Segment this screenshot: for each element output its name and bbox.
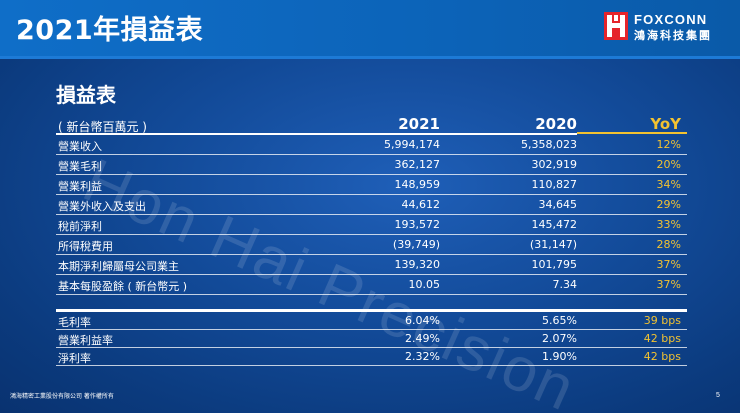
- logo-brand-en: FOXCONN: [634, 12, 708, 27]
- row-label: 營業利益率: [58, 334, 113, 347]
- slide-title: 2021年損益表: [16, 15, 204, 46]
- row-label: 基本每股盈餘 ( 新台幣元 ): [58, 280, 188, 293]
- value-2021: 362,127: [394, 158, 441, 171]
- value-2021: 5,994,174: [384, 138, 440, 151]
- footer-copyright: 鴻海精密工業股份有限公司 著作權所有: [10, 393, 114, 400]
- table-row: 毛利率 6.04% 5.65% 39 bps: [56, 312, 687, 330]
- row-label: 毛利率: [58, 316, 91, 329]
- row-label: 稅前淨利: [58, 220, 102, 233]
- table-row: 營業利益 148,959 110,827 34%: [56, 175, 687, 195]
- row-label: 營業收入: [58, 140, 102, 153]
- value-2020: 5.65%: [542, 314, 577, 327]
- value-2021: 2.32%: [405, 350, 440, 363]
- value-2020: 110,827: [531, 178, 578, 191]
- page-number: 5: [716, 392, 720, 399]
- section-gap: [56, 295, 687, 309]
- column-header-2020: 2020: [535, 115, 577, 133]
- yoy-header-underline: [577, 132, 687, 134]
- section-title: 損益表: [56, 83, 116, 107]
- value-2020: 5,358,023: [521, 138, 577, 151]
- title-divider: [0, 56, 740, 59]
- row-label: 營業外收入及支出: [58, 200, 146, 213]
- value-yoy: 12%: [656, 138, 681, 151]
- value-yoy: 37%: [656, 278, 681, 291]
- value-yoy: 28%: [656, 238, 681, 251]
- value-2021: 6.04%: [405, 314, 440, 327]
- value-2020: 302,919: [531, 158, 578, 171]
- value-2021: 139,320: [394, 258, 441, 271]
- value-yoy: 42 bps: [643, 332, 681, 345]
- value-2020: 145,472: [531, 218, 578, 231]
- value-2020: 101,795: [531, 258, 578, 271]
- table-row: 稅前淨利 193,572 145,472 33%: [56, 215, 687, 235]
- foxconn-logo: FOXCONN 鴻海科技集團: [604, 12, 728, 42]
- value-2020: (31,147): [529, 238, 577, 251]
- table-row: 本期淨利歸屬母公司業主 139,320 101,795 37%: [56, 255, 687, 275]
- value-yoy: 39 bps: [643, 314, 681, 327]
- income-statement-table: ( 新台幣百萬元 ) 2021 2020 YoY 營業收入 5,994,174 …: [56, 113, 687, 366]
- row-label: 本期淨利歸屬母公司業主: [58, 260, 179, 273]
- table-row: 淨利率 2.32% 1.90% 42 bps: [56, 348, 687, 366]
- value-yoy: 29%: [656, 198, 681, 211]
- header-divider: [56, 133, 577, 135]
- value-2021: 148,959: [394, 178, 441, 191]
- value-2021: 2.49%: [405, 332, 440, 345]
- value-2020: 1.90%: [542, 350, 577, 363]
- table-row: 營業利益率 2.49% 2.07% 42 bps: [56, 330, 687, 348]
- title-bar: 2021年損益表 FOXCONN 鴻海科技集團: [0, 0, 740, 56]
- value-yoy: 33%: [656, 218, 681, 231]
- value-yoy: 34%: [656, 178, 681, 191]
- row-label: 營業毛利: [58, 160, 102, 173]
- table-row: 所得稅費用 (39,749) (31,147) 28%: [56, 235, 687, 255]
- table-row: 營業外收入及支出 44,612 34,645 29%: [56, 195, 687, 215]
- value-2020: 2.07%: [542, 332, 577, 345]
- column-header-2021: 2021: [398, 115, 440, 133]
- value-yoy: 37%: [656, 258, 681, 271]
- row-label: 營業利益: [58, 180, 102, 193]
- value-2021: 193,572: [394, 218, 441, 231]
- value-2021: (39,749): [392, 238, 440, 251]
- table-header: ( 新台幣百萬元 ) 2021 2020 YoY: [56, 113, 687, 135]
- value-yoy: 20%: [656, 158, 681, 171]
- unit-label: ( 新台幣百萬元 ): [58, 120, 147, 134]
- ratio-section-divider: [56, 309, 687, 312]
- column-header-yoy: YoY: [650, 115, 681, 133]
- value-yoy: 42 bps: [643, 350, 681, 363]
- table-row: 基本每股盈餘 ( 新台幣元 ) 10.05 7.34 37%: [56, 275, 687, 295]
- value-2021: 44,612: [401, 198, 441, 211]
- value-2020: 7.34: [552, 278, 578, 291]
- logo-brand-cn: 鴻海科技集團: [634, 29, 712, 42]
- row-label: 淨利率: [58, 352, 91, 365]
- table-row: 營業毛利 362,127 302,919 20%: [56, 155, 687, 175]
- value-2020: 34,645: [538, 198, 578, 211]
- value-2021: 10.05: [408, 278, 441, 291]
- table-row: 營業收入 5,994,174 5,358,023 12%: [56, 135, 687, 155]
- foxconn-logo-icon: [604, 12, 628, 40]
- row-label: 所得稅費用: [58, 240, 113, 253]
